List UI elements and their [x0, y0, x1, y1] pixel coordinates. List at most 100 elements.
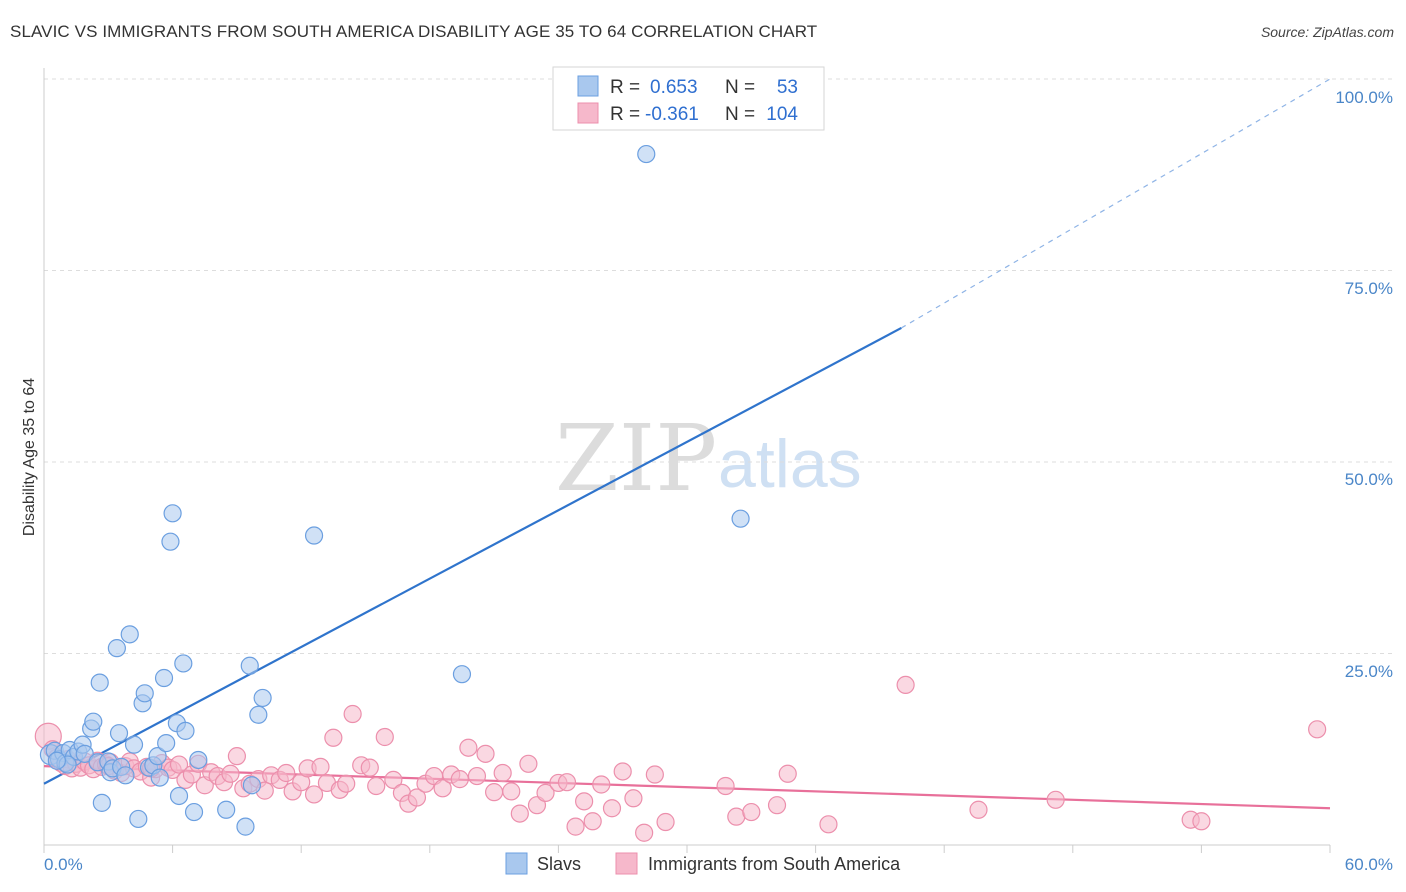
point-immigrants — [896, 675, 915, 695]
bottom-legend-label-immigrants: Immigrants from South America — [648, 854, 901, 874]
point-slavs — [253, 688, 272, 708]
point-immigrants — [613, 762, 632, 781]
point-immigrants — [645, 765, 664, 784]
point-slavs — [120, 625, 139, 644]
point-slavs — [189, 750, 208, 770]
point-slavs — [157, 734, 176, 753]
point-immigrants — [602, 799, 622, 818]
point-immigrants — [467, 766, 487, 786]
bottom-legend-swatch-slavs — [505, 852, 528, 875]
point-slavs — [304, 526, 324, 545]
x-tick-label-min: 0.0% — [44, 855, 83, 874]
watermark-atlas: atlas — [718, 426, 862, 502]
legend: R = 0.653 N = 53 R = -0.361 N = 104 — [552, 66, 825, 131]
legend-r-label: R = — [610, 77, 640, 98]
point-immigrants — [221, 764, 240, 783]
bottom-legend-swatch-immigrants — [615, 852, 638, 875]
point-immigrants — [1192, 812, 1211, 831]
chart-title: SLAVIC VS IMMIGRANTS FROM SOUTH AMERICA … — [10, 22, 818, 41]
point-immigrants — [493, 763, 512, 783]
point-immigrants — [635, 823, 654, 842]
point-immigrants — [592, 775, 611, 794]
point-slavs — [161, 532, 180, 551]
trend-line-slavs-extension — [901, 78, 1331, 329]
point-immigrants — [367, 776, 386, 796]
point-slavs — [124, 735, 144, 754]
point-slavs — [240, 656, 259, 675]
point-slavs — [129, 809, 148, 829]
point-immigrants — [502, 782, 521, 801]
point-immigrants — [510, 804, 529, 823]
point-immigrants — [476, 744, 495, 763]
bottom-legend: Slavs Immigrants from South America — [505, 852, 901, 875]
point-immigrants — [1308, 720, 1327, 739]
y-axis-label: Disability Age 35 to 64 — [21, 378, 38, 536]
point-slavs — [184, 802, 204, 822]
point-slavs — [242, 776, 262, 795]
legend-n-label: N = — [725, 104, 755, 125]
legend-n-label: N = — [725, 77, 755, 98]
point-immigrants — [169, 755, 189, 774]
point-immigrants — [742, 802, 761, 822]
point-immigrants — [624, 789, 643, 808]
point-slavs — [90, 673, 109, 692]
point-slavs — [75, 744, 94, 763]
point-immigrants — [583, 812, 602, 831]
trend-line-slavs — [43, 326, 902, 785]
grid — [44, 78, 1392, 654]
point-slavs — [135, 684, 154, 703]
legend-swatch-slavs — [577, 75, 599, 97]
point-slavs — [109, 724, 129, 743]
point-immigrants — [384, 770, 403, 789]
point-immigrants — [656, 812, 675, 832]
legend-r-label: R = — [610, 104, 640, 125]
legend-swatch-immigrants — [577, 102, 599, 124]
y-tick-label: 50.0% — [1345, 470, 1393, 489]
point-slavs — [116, 766, 135, 785]
point-immigrants — [1046, 790, 1065, 809]
point-immigrants — [969, 800, 988, 819]
point-immigrants — [778, 764, 797, 783]
legend-n-value-slavs: 53 — [777, 77, 798, 98]
point-immigrants — [407, 788, 427, 807]
point-immigrants — [536, 783, 555, 803]
point-slavs — [169, 786, 189, 806]
point-slavs — [176, 721, 195, 740]
legend-n-value-immigrants: 104 — [766, 104, 798, 125]
series-slavs-points — [39, 144, 750, 836]
point-slavs — [148, 747, 167, 766]
point-slavs — [47, 751, 66, 770]
point-slavs — [452, 665, 472, 684]
point-immigrants — [277, 763, 296, 783]
point-immigrants — [557, 773, 577, 792]
point-immigrants — [227, 747, 246, 766]
point-immigrants — [566, 817, 585, 836]
point-immigrants — [819, 815, 838, 834]
point-slavs — [150, 768, 169, 787]
point-immigrants — [375, 727, 394, 747]
point-slavs — [107, 639, 126, 658]
x-tick-label-max: 60.0% — [1345, 855, 1393, 874]
y-tick-label: 100.0% — [1335, 88, 1393, 107]
point-slavs — [163, 504, 182, 523]
source-label: Source: ZipAtlas.com — [1260, 24, 1394, 40]
point-slavs — [217, 800, 236, 819]
point-slavs — [84, 712, 103, 731]
point-immigrants — [519, 754, 538, 773]
point-immigrants — [337, 774, 356, 793]
point-immigrants — [727, 807, 746, 826]
point-slavs — [174, 654, 193, 673]
point-immigrants — [311, 757, 330, 776]
watermark-zip: ZIP — [555, 405, 717, 512]
point-slavs — [731, 509, 750, 528]
point-immigrants — [459, 738, 478, 757]
point-immigrants — [450, 770, 469, 789]
y-tick-label: 75.0% — [1345, 279, 1393, 298]
point-immigrants — [360, 758, 379, 777]
point-slavs — [249, 705, 268, 724]
point-immigrants — [716, 776, 735, 796]
point-immigrants — [304, 785, 324, 804]
legend-r-value-slavs: 0.653 — [650, 77, 698, 98]
point-immigrants — [767, 796, 787, 815]
